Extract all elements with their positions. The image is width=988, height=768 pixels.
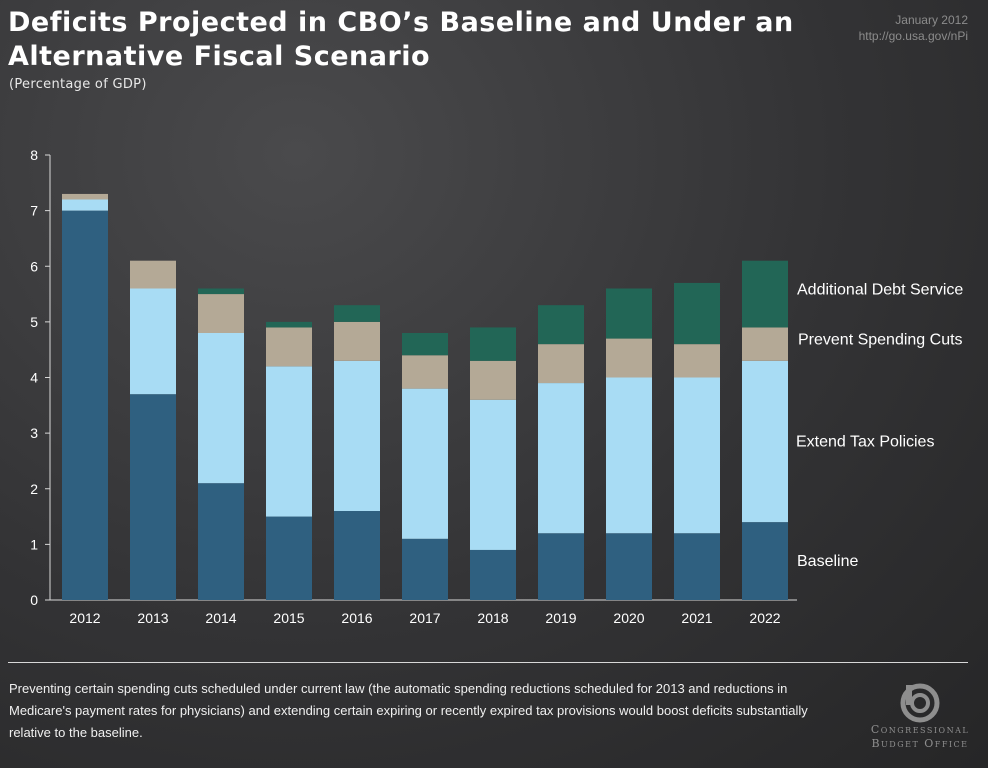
bar-segment-prevent-spending-cuts [198, 294, 244, 333]
bar-segment-extend-tax-policies [334, 360, 380, 511]
bar-segment-extend-tax-policies [62, 199, 108, 211]
source-url[interactable]: http://go.usa.gov/nPi [858, 29, 968, 43]
y-tick-label: 3 [30, 425, 38, 441]
bar-segment-additional-debt-service [198, 288, 244, 295]
bar-segment-extend-tax-policies [606, 377, 652, 534]
legend-label-extend-tax-policies: Extend Tax Policies [796, 433, 934, 450]
y-tick-label: 8 [30, 147, 38, 163]
bar-segment-baseline [606, 533, 652, 600]
bar-segment-baseline [402, 538, 448, 600]
x-tick-label: 2017 [409, 610, 440, 626]
cbo-logo: Congressional Budget Office [870, 683, 970, 753]
bar-segment-extend-tax-policies [198, 333, 244, 484]
x-tick-label: 2020 [613, 610, 644, 626]
bar-segment-baseline [538, 533, 584, 600]
bar-segment-prevent-spending-cuts [266, 327, 312, 367]
legend-label-additional-debt-service: Additional Debt Service [797, 282, 963, 299]
bar-segment-prevent-spending-cuts [742, 327, 788, 361]
bar-segment-prevent-spending-cuts [334, 321, 380, 361]
logo-line-1: Congressional [870, 723, 970, 736]
bar-segment-extend-tax-policies [470, 399, 516, 550]
header-meta: January 2012 http://go.usa.gov/nPi [859, 12, 968, 44]
bar-segment-prevent-spending-cuts [538, 344, 584, 384]
footnote-text: Preventing certain spending cuts schedul… [9, 681, 808, 740]
bar-segment-prevent-spending-cuts [130, 260, 176, 289]
y-tick-label: 7 [30, 203, 38, 219]
x-tick-label: 2019 [545, 610, 576, 626]
chart-subtitle: (Percentage of GDP) [9, 77, 147, 92]
legend-label-prevent-spending-cuts: Prevent Spending Cuts [798, 332, 963, 349]
stacked-bar-chart: 0 1 2 3 4 5 6 7 8 2012 2013 2014 2015 2016 2017 2018 201… [30, 147, 963, 626]
bar-segment-additional-debt-service [606, 288, 652, 339]
x-tick-label: 2018 [477, 610, 508, 626]
bar-segment-additional-debt-service [470, 327, 516, 361]
bar-segment-additional-debt-service [742, 260, 788, 328]
bar-segment-additional-debt-service [538, 305, 584, 345]
logo-line-2: Budget Office [871, 737, 969, 750]
footer-divider [8, 662, 968, 663]
bar-segment-baseline [266, 516, 312, 600]
x-tick-label: 2022 [749, 610, 780, 626]
y-tick-label: 6 [30, 258, 38, 274]
x-tick-label: 2015 [273, 610, 304, 626]
bar-segment-extend-tax-policies [130, 288, 176, 395]
bar-segment-prevent-spending-cuts [62, 193, 108, 200]
bar-segment-baseline [470, 549, 516, 600]
bar-segment-prevent-spending-cuts [470, 360, 516, 400]
bar-segment-extend-tax-policies [538, 383, 584, 534]
bar-segment-baseline [674, 533, 720, 600]
bar-segment-extend-tax-policies [742, 360, 788, 523]
bar-segment-extend-tax-policies [402, 388, 448, 539]
bar-segment-baseline [130, 394, 176, 600]
bar-segment-additional-debt-service [334, 305, 380, 322]
x-tick-label: 2014 [205, 610, 236, 626]
bar-segment-baseline [62, 210, 108, 600]
bar-segment-prevent-spending-cuts [402, 355, 448, 389]
bar-segment-extend-tax-policies [266, 366, 312, 517]
cbo-logo-text: Congressional Budget Office [870, 723, 970, 751]
bar-segment-baseline [742, 522, 788, 600]
publication-date: January 2012 [895, 13, 968, 27]
y-tick-label: 4 [30, 370, 38, 386]
cbo-logo-icon [900, 683, 940, 723]
bar-segment-prevent-spending-cuts [606, 338, 652, 378]
bar-segment-baseline [334, 511, 380, 600]
legend-label-baseline: Baseline [797, 553, 858, 570]
chart-title: Deficits Projected in CBO’s Baseline and… [8, 7, 794, 72]
bar-segment-additional-debt-service [674, 282, 720, 345]
bar-segment-prevent-spending-cuts [674, 344, 720, 378]
x-tick-label: 2021 [681, 610, 712, 626]
bar-segment-additional-debt-service [266, 321, 312, 328]
y-tick-label: 0 [30, 592, 38, 608]
bar-segment-extend-tax-policies [674, 377, 720, 534]
bar-segment-additional-debt-service [402, 333, 448, 356]
y-tick-label: 1 [30, 536, 38, 552]
y-tick-label: 5 [30, 314, 38, 330]
bar-segment-baseline [198, 483, 244, 600]
x-tick-label: 2013 [137, 610, 168, 626]
y-tick-label: 2 [30, 481, 38, 497]
x-tick-label: 2012 [69, 610, 100, 626]
x-tick-label: 2016 [341, 610, 372, 626]
